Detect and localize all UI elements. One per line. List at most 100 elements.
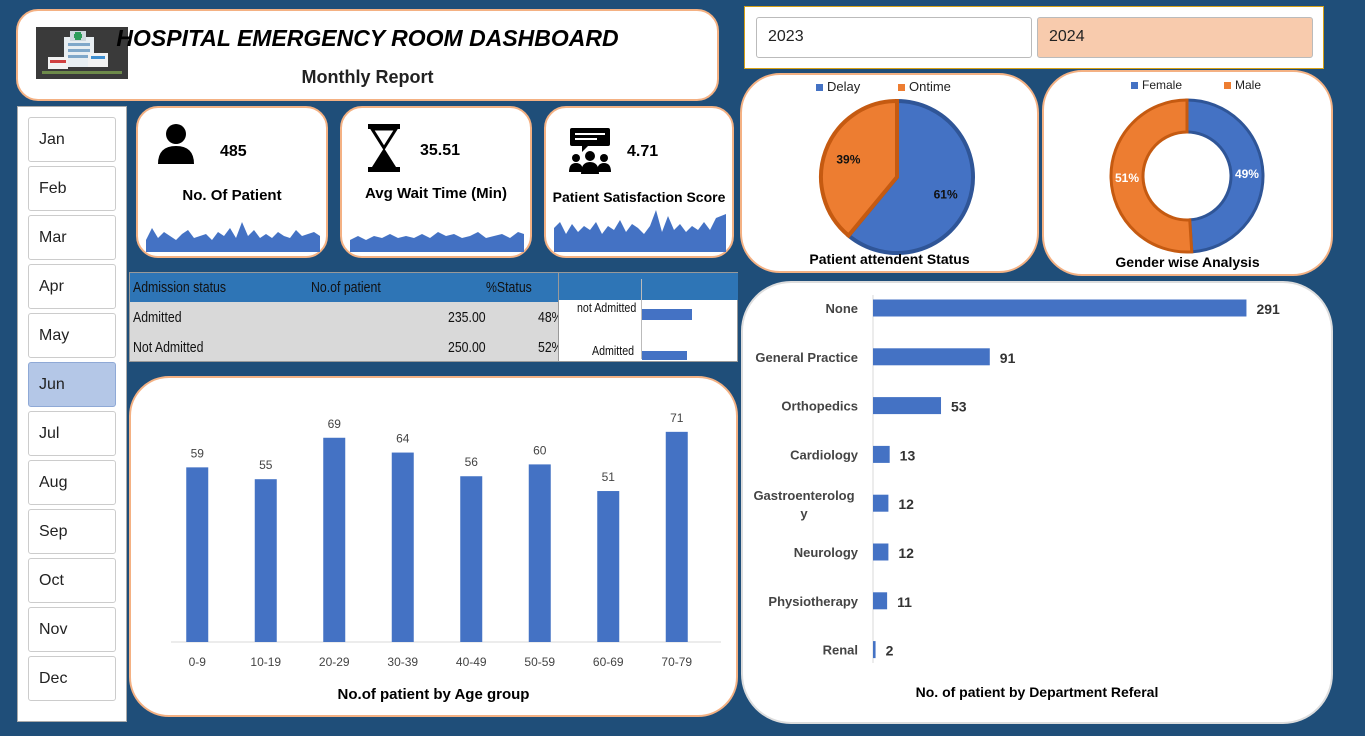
department-bar (873, 494, 889, 512)
kpi-label: No. Of Patient (182, 187, 282, 204)
month-option-nov[interactable]: Nov (28, 607, 116, 652)
donut-slice (1109, 98, 1194, 254)
admission-table: Admission status No.of patient %Status A… (129, 272, 738, 362)
admission-count-cell: 250.00 (448, 339, 486, 356)
x-tick-label: 40-49 (456, 655, 487, 669)
admission-status-cell: Admitted (133, 309, 182, 326)
bar-value-label: 13 (900, 447, 916, 463)
department-bar (873, 445, 890, 463)
attendance-pie-chart: 61% 39% (819, 98, 975, 255)
x-tick-label: 10-19 (250, 655, 281, 669)
age-bar (528, 464, 551, 642)
x-tick-label: 30-39 (387, 655, 418, 669)
department-bar (873, 543, 889, 561)
donut-data-label: 49% (1235, 167, 1259, 181)
person-icon (156, 122, 196, 169)
y-tick-label: Renal (823, 643, 858, 658)
admission-mini-chart: not Admitted Admitted (558, 273, 738, 361)
bar-value-label: 64 (396, 432, 410, 446)
bar-value-label: 55 (259, 458, 273, 472)
month-option-aug[interactable]: Aug (28, 460, 116, 505)
department-bar (873, 592, 888, 610)
age-bar (460, 476, 483, 642)
hourglass-icon (366, 124, 402, 177)
bar-value-label: 71 (670, 411, 684, 425)
bar-value-label: 2 (886, 643, 894, 659)
month-slicer: Jan Feb Mar Apr May Jun Jul Aug Sep Oct Nov Dec (17, 106, 127, 722)
x-tick-label: 60-69 (593, 655, 624, 669)
y-tick-label: Gastroenterolog y (753, 488, 854, 521)
chart-title: Patient attendent Status (809, 251, 970, 267)
x-tick-label: 20-29 (319, 655, 350, 669)
year-option-2024[interactable]: 2024 (1037, 17, 1313, 58)
bar-value-label: 53 (951, 399, 967, 415)
admission-pct-cell: 48% (538, 309, 563, 326)
bar-value-label: 291 (1256, 301, 1280, 317)
month-option-dec[interactable]: Dec (28, 656, 116, 701)
department-bar (873, 397, 942, 415)
month-option-may[interactable]: May (28, 313, 116, 358)
bar-value-label: 69 (328, 417, 342, 431)
column-header: Admission status (133, 279, 226, 296)
mini-chart-bar (642, 309, 692, 320)
hospital-logo (36, 27, 128, 79)
x-tick-label: 50-59 (524, 655, 555, 669)
y-tick-label: None (826, 301, 859, 316)
department-bar (873, 348, 990, 366)
chart-title: Gender wise Analysis (1115, 254, 1260, 270)
kpi-card-satisfaction: 4.71 Patient Satisfaction Score (544, 106, 734, 258)
kpi-value: 485 (220, 143, 247, 160)
legend-ontime: Ontime (898, 79, 951, 94)
month-option-feb[interactable]: Feb (28, 166, 116, 211)
bar-value-label: 11 (897, 594, 912, 610)
y-tick-label: Neurology (794, 545, 859, 560)
kpi-sparkline (554, 210, 726, 252)
feedback-group-icon (568, 128, 612, 179)
month-option-mar[interactable]: Mar (28, 215, 116, 260)
month-option-jun[interactable]: Jun (28, 362, 116, 407)
bar-value-label: 12 (898, 496, 914, 512)
month-option-jul[interactable]: Jul (28, 411, 116, 456)
x-tick-label: 70-79 (661, 655, 692, 669)
donut-slice (1185, 98, 1265, 254)
kpi-value: 4.71 (627, 143, 659, 160)
x-tick-label: 0-9 (189, 655, 207, 669)
mini-chart-label: not Admitted (577, 300, 637, 315)
attendance-pie-card: Delay Ontime 61% 39% Patient attendent St… (740, 73, 1039, 273)
admission-status-cell: Not Admitted (133, 339, 204, 356)
month-option-oct[interactable]: Oct (28, 558, 116, 603)
kpi-card-patients: 485 No. Of Patient (136, 106, 328, 258)
y-tick-label: Orthopedics (781, 399, 858, 414)
column-header: No.of patient (311, 279, 381, 296)
y-tick-label: General Practice (755, 350, 858, 365)
title-card: HOSPITAL EMERGENCY ROOM DASHBOARD Monthl… (16, 9, 719, 101)
bar-value-label: 60 (533, 443, 547, 457)
mini-chart-label: Admitted (592, 343, 635, 358)
kpi-sparkline (350, 232, 524, 252)
bar-value-label: 12 (898, 545, 914, 561)
bar-value-label: 56 (465, 455, 479, 469)
age-bar (597, 491, 620, 642)
legend-male: Male (1224, 78, 1261, 92)
month-option-sep[interactable]: Sep (28, 509, 116, 554)
kpi-label: Patient Satisfaction Score (552, 189, 726, 205)
column-header: %Status (486, 279, 532, 296)
gender-donut-card: Female Male 49% 51% Gender wise Analysis (1042, 70, 1333, 276)
pie-data-label: 61% (934, 188, 958, 202)
department-bar (873, 299, 1247, 317)
y-tick-label: Cardiology (790, 447, 859, 462)
legend-female: Female (1131, 78, 1182, 92)
y-tick-label: Physiotherapy (768, 594, 858, 609)
year-option-2023[interactable]: 2023 (756, 17, 1032, 58)
kpi-label: Avg Wait Time (Min) (365, 185, 507, 202)
chart-title: No.of patient by Age group (337, 686, 530, 703)
age-bar (665, 431, 688, 642)
year-slicer: 2023 2024 (744, 6, 1324, 69)
age-group-bar-chart: 59 0-9 55 10-19 69 20-29 64 30-39 56 40-49 60 50-59… (171, 411, 721, 669)
admission-pct-cell: 52% (538, 339, 563, 356)
kpi-card-wait-time: 35.51 Avg Wait Time (Min) (340, 106, 532, 258)
month-option-jan[interactable]: Jan (28, 117, 116, 162)
month-option-apr[interactable]: Apr (28, 264, 116, 309)
chart-title: No. of patient by Department Referal (915, 684, 1159, 700)
legend-delay: Delay (816, 79, 860, 94)
